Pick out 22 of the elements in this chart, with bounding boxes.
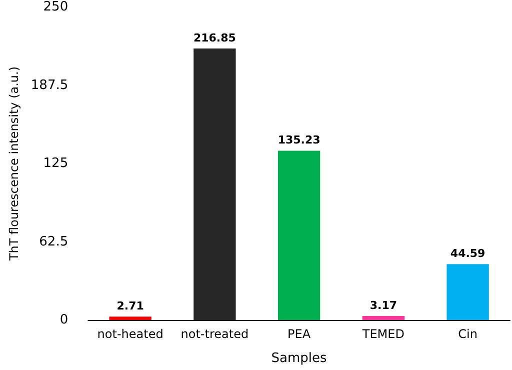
y-axis-title: ThT flourescence intensity (a.u.) — [7, 66, 21, 262]
x-tick-label: not-heated — [97, 327, 164, 341]
x-tick-label: not-treated — [180, 327, 249, 341]
y-tick-label: 187.5 — [30, 78, 68, 93]
y-tick-label: 62.5 — [39, 234, 68, 250]
bar — [446, 264, 489, 320]
bar — [278, 150, 320, 320]
data-label: 216.85 — [193, 32, 236, 45]
bar — [194, 48, 236, 320]
data-label: 2.71 — [116, 300, 144, 313]
x-axis-title: Samples — [271, 351, 328, 366]
bar — [109, 316, 152, 320]
y-tick-label: 0 — [60, 312, 68, 328]
data-label: 44.59 — [450, 247, 486, 260]
data-label: 135.23 — [278, 134, 320, 147]
x-tick-label: PEA — [288, 327, 312, 341]
x-tick-label: Cin — [458, 327, 478, 341]
y-tick-label: 125 — [43, 156, 68, 171]
bar — [362, 316, 405, 320]
y-tick-label: 250 — [43, 0, 68, 14]
x-tick-label: TEMED — [361, 327, 404, 341]
data-label: 3.17 — [370, 299, 398, 312]
